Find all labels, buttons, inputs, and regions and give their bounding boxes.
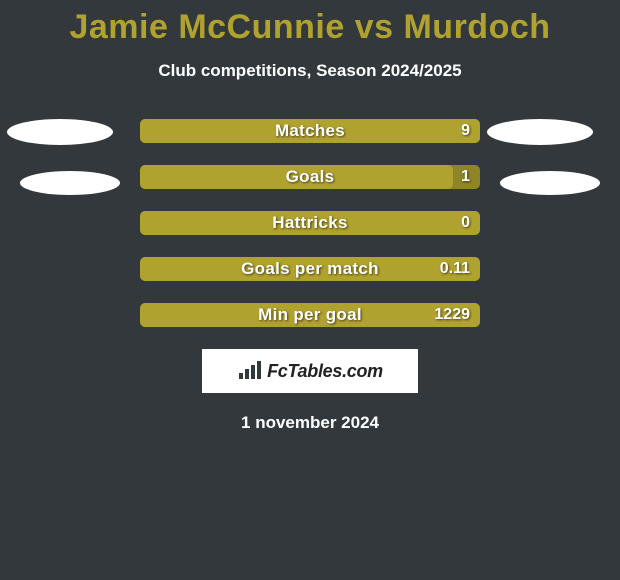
stat-row-label: Goals per match xyxy=(140,259,480,279)
stat-row: Goals1 xyxy=(140,165,480,189)
stat-row: Min per goal1229 xyxy=(140,303,480,327)
stat-row-label: Min per goal xyxy=(140,305,480,325)
decor-ellipse xyxy=(500,171,600,195)
stat-row-value: 1229 xyxy=(434,306,470,324)
stat-row: Goals per match0.11 xyxy=(140,257,480,281)
stat-row-value: 1 xyxy=(461,168,470,186)
bar-chart-icon xyxy=(237,361,263,381)
date-label: 1 november 2024 xyxy=(0,413,620,433)
brand-logo-box: FcTables.com xyxy=(202,349,418,393)
decor-ellipse xyxy=(7,119,113,145)
page-title: Jamie McCunnie vs Murdoch xyxy=(0,0,620,47)
stat-row: Hattricks0 xyxy=(140,211,480,235)
chart-area: Matches9Goals1Hattricks0Goals per match0… xyxy=(0,119,620,327)
stat-rows: Matches9Goals1Hattricks0Goals per match0… xyxy=(140,119,480,327)
stat-row-value: 0 xyxy=(461,214,470,232)
stat-row-label: Goals xyxy=(140,167,480,187)
stat-row-label: Hattricks xyxy=(140,213,480,233)
page-root: Jamie McCunnie vs Murdoch Club competiti… xyxy=(0,0,620,580)
stat-row-label: Matches xyxy=(140,121,480,141)
decor-ellipse xyxy=(20,171,120,195)
decor-ellipse xyxy=(487,119,593,145)
stat-row: Matches9 xyxy=(140,119,480,143)
stat-row-value: 0.11 xyxy=(440,260,470,278)
brand-logo-text: FcTables.com xyxy=(267,361,383,382)
page-subtitle: Club competitions, Season 2024/2025 xyxy=(0,61,620,81)
stat-row-value: 9 xyxy=(461,122,470,140)
